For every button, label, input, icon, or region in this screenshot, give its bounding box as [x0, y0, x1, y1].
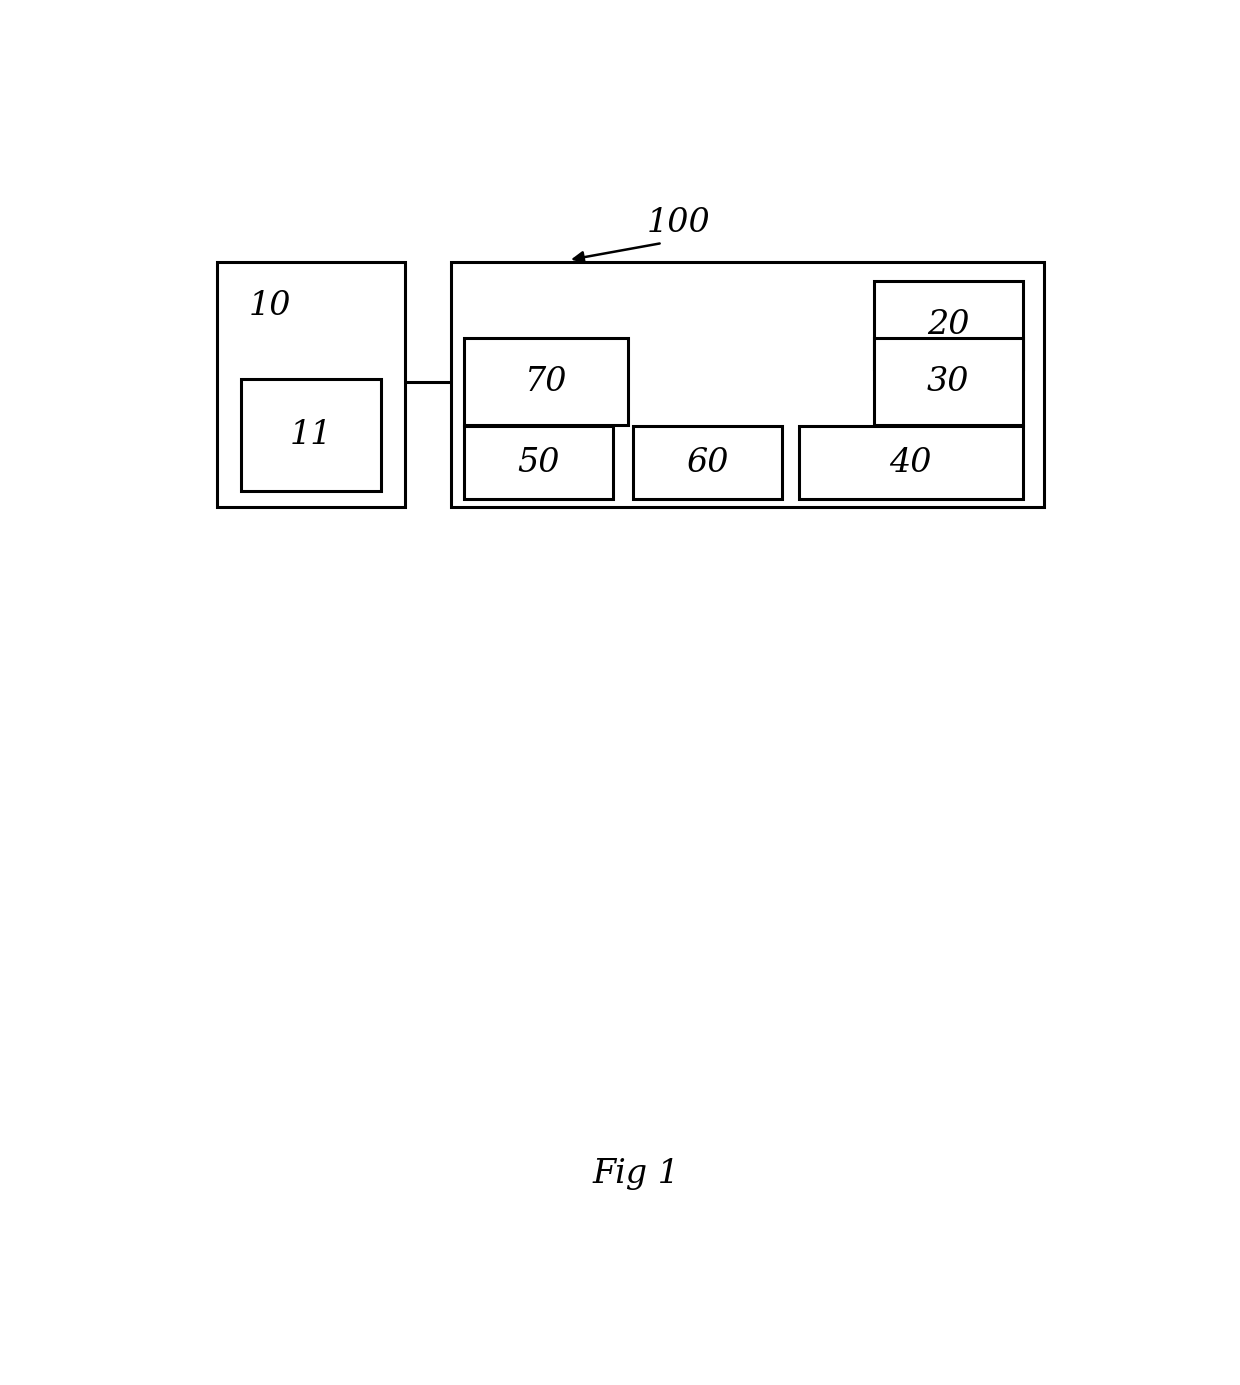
- FancyBboxPatch shape: [632, 427, 781, 499]
- FancyBboxPatch shape: [874, 281, 1023, 368]
- Text: 20: 20: [928, 309, 970, 341]
- Text: 70: 70: [525, 366, 568, 397]
- FancyBboxPatch shape: [799, 427, 1023, 499]
- Text: 100: 100: [647, 206, 711, 238]
- Text: 40: 40: [889, 447, 932, 479]
- FancyBboxPatch shape: [242, 379, 381, 492]
- FancyBboxPatch shape: [874, 338, 1023, 425]
- Text: 60: 60: [686, 447, 728, 479]
- Text: 50: 50: [517, 447, 560, 479]
- Text: 10: 10: [249, 291, 291, 323]
- FancyBboxPatch shape: [465, 427, 614, 499]
- Text: Fig 1: Fig 1: [591, 1158, 680, 1190]
- FancyBboxPatch shape: [217, 262, 404, 507]
- FancyBboxPatch shape: [451, 262, 1044, 507]
- Text: 30: 30: [928, 366, 970, 397]
- Text: 11: 11: [290, 420, 332, 452]
- FancyBboxPatch shape: [465, 338, 627, 425]
